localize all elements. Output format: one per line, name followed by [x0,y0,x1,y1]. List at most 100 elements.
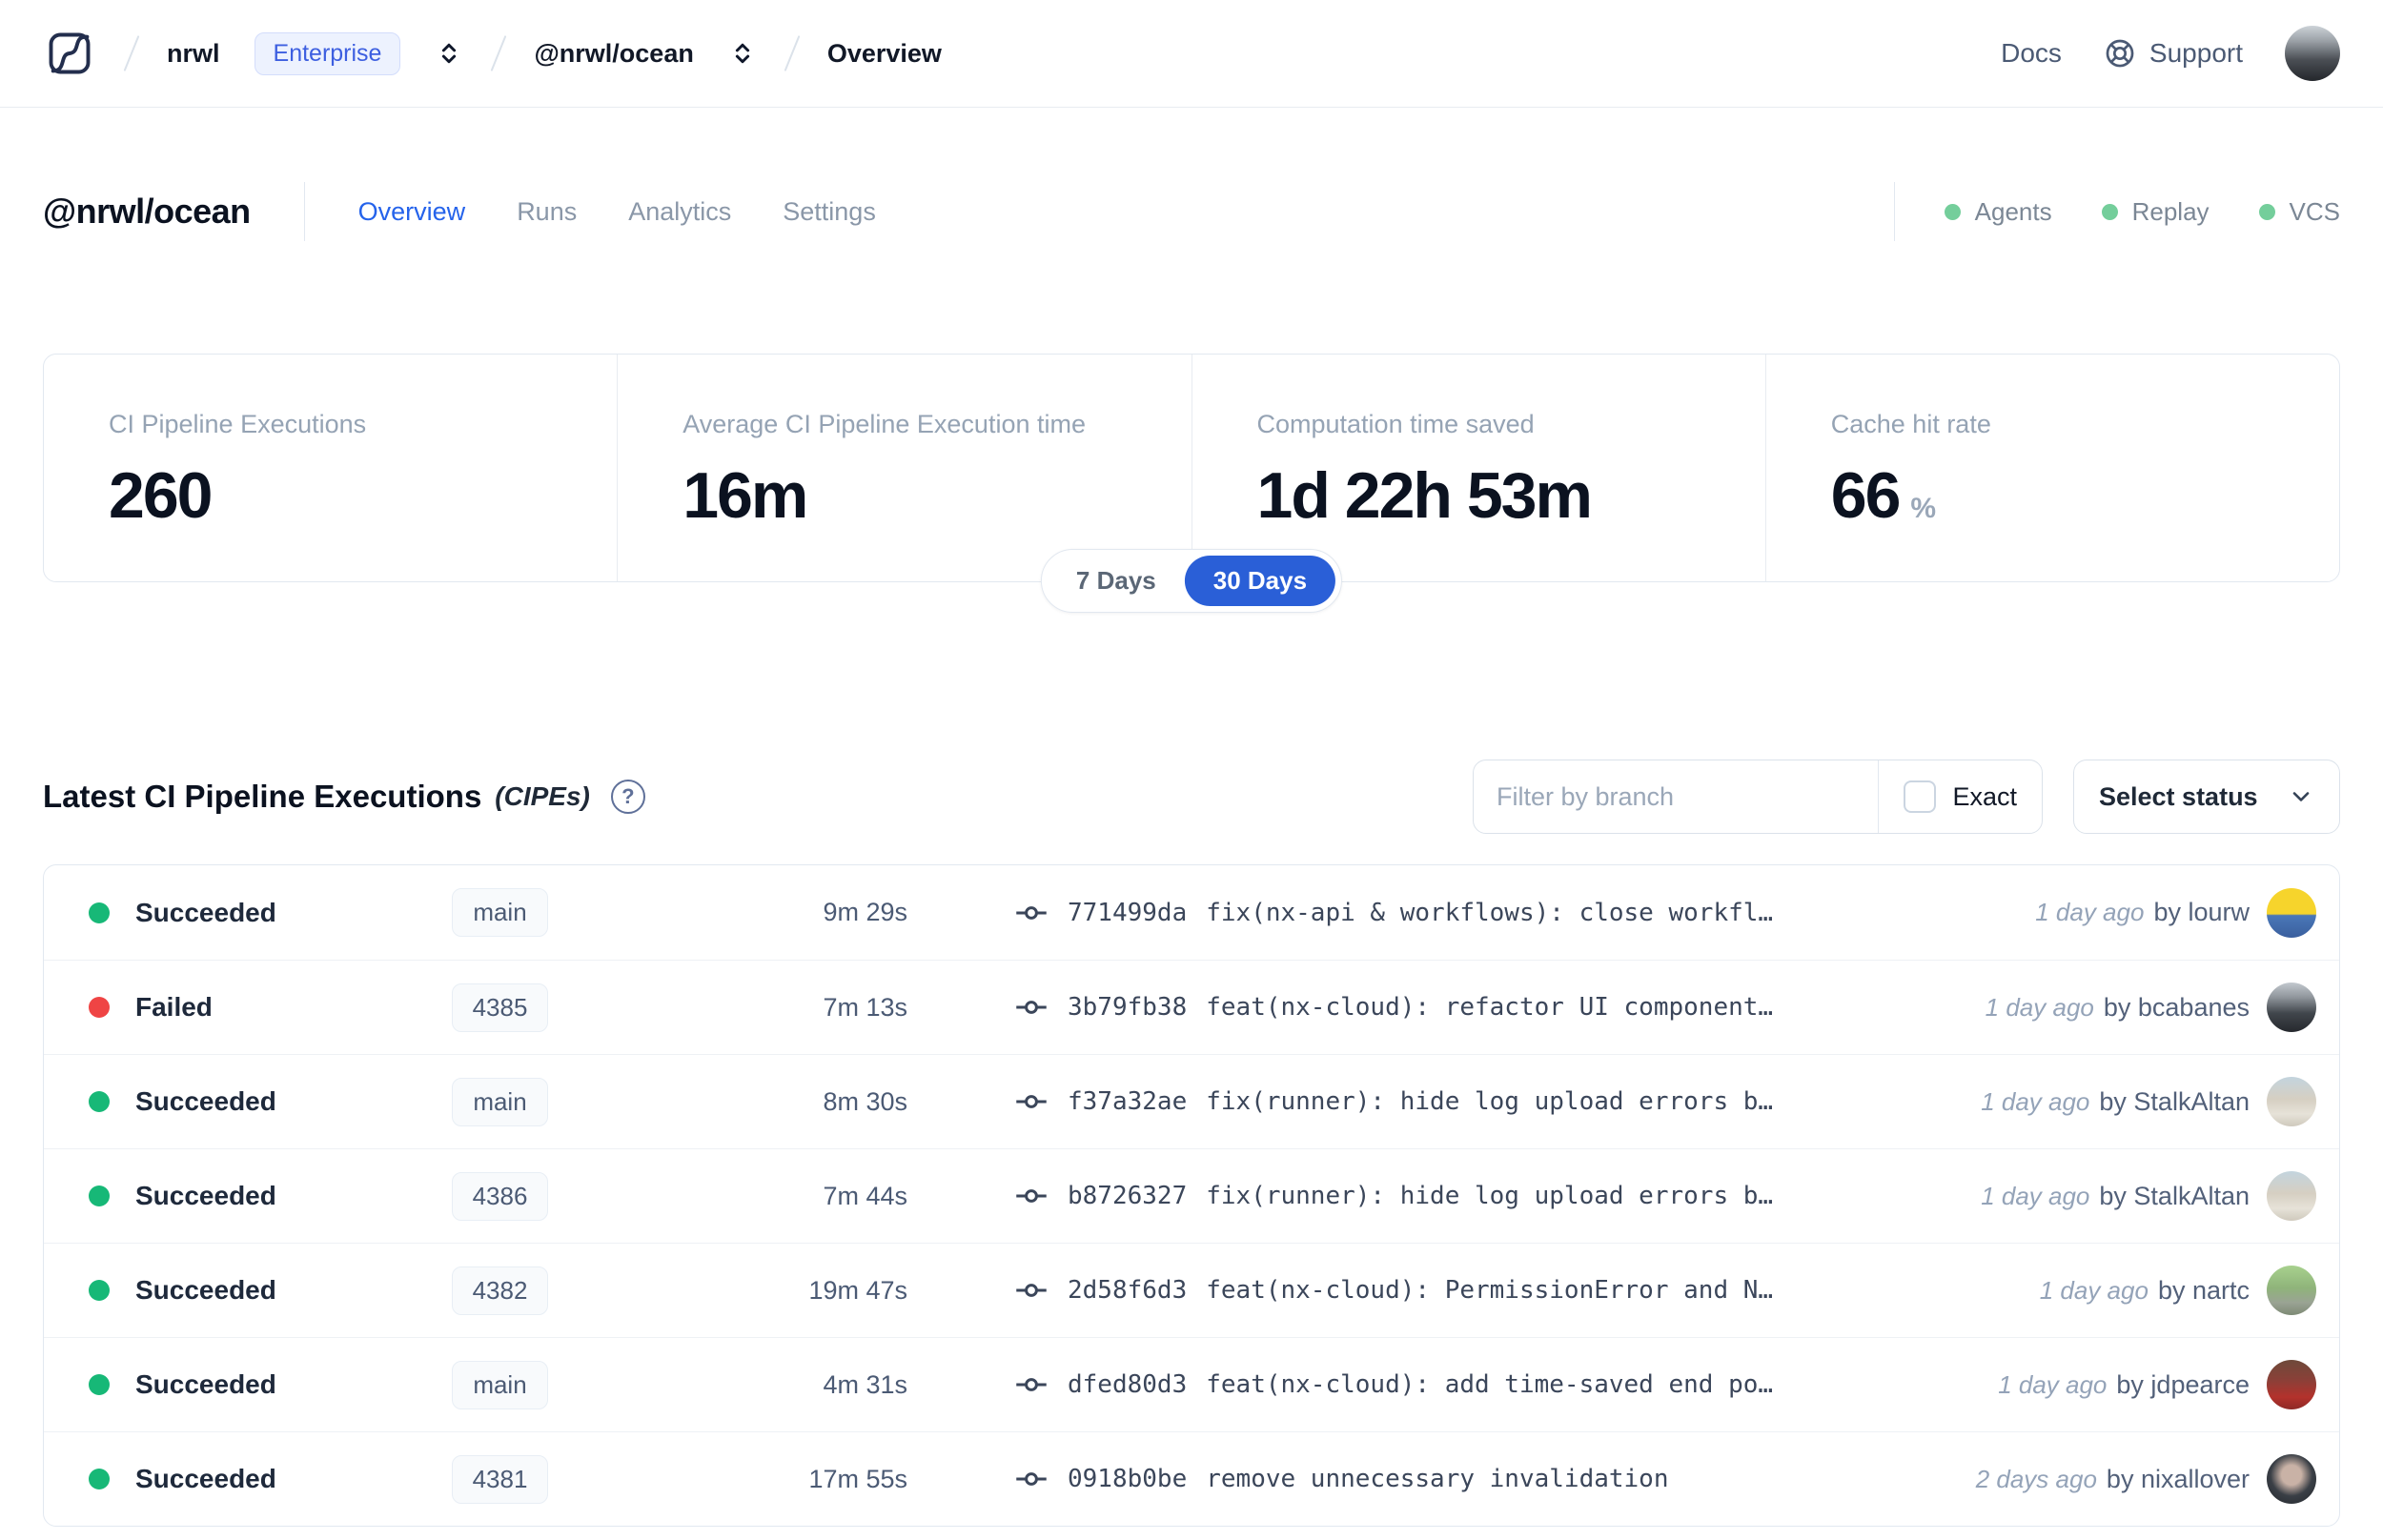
commit-info[interactable]: dfed80d3 feat(nx-cloud): add time-saved … [1014,1368,1979,1402]
commit-info[interactable]: 2d58f6d3 feat(nx-cloud): PermissionError… [1014,1273,2021,1307]
breadcrumb: nrwl Enterprise @nrwl/ocean Overview [43,27,942,80]
branch-badge[interactable]: 4381 [451,1454,549,1504]
stat-value: 260 [109,459,213,532]
branch-filter-group: Exact [1473,760,2043,834]
cipe-section-header: Latest CI Pipeline Executions (CIPEs) ? … [0,760,2383,834]
branch-badge[interactable]: 4386 [451,1171,549,1221]
duration: 19m 47s [808,1275,907,1305]
workspace-tabs: Overview Runs Analytics Settings [358,197,876,227]
git-commit-icon [1016,1284,1047,1297]
time-ago: 1 day ago [1981,1181,2090,1210]
table-row[interactable]: Succeeded main 9m 29s 771499da fix(nx-ap… [44,865,2339,960]
help-icon[interactable]: ? [610,780,645,814]
exact-match-toggle[interactable]: Exact [1879,760,2042,833]
branch-badge[interactable]: 4385 [451,983,549,1032]
divider [1878,760,1880,833]
stat-computation-time-saved: Computation time saved 1d 22h 53m [1191,355,1765,581]
commit-hash: dfed80d3 [1068,1370,1188,1399]
stat-average-execution-time: Average CI Pipeline Execution time 16m [617,355,1191,581]
branch-badge[interactable]: main [452,888,548,937]
breadcrumb-org[interactable]: nrwl [167,38,220,68]
duration: 9m 29s [823,898,907,926]
status-label: Failed [135,992,213,1022]
commit-info[interactable]: b8726327 fix(runner): hide log upload er… [1014,1179,1962,1213]
green-dot-icon [1944,203,1961,220]
status-dot-icon [89,1185,110,1206]
author-avatar[interactable] [2267,1266,2316,1315]
commit-info[interactable]: f37a32ae fix(runner): hide log upload er… [1014,1084,1962,1119]
range-30-days-button[interactable]: 30 Days [1184,556,1336,606]
docs-link[interactable]: Docs [2001,38,2062,68]
commit-message: fix(nx-api & workflows): close workfl… [1206,898,1774,927]
tab-analytics[interactable]: Analytics [628,196,732,226]
tab-runs[interactable]: Runs [517,196,578,226]
stat-value: 16m [682,459,808,532]
green-dot-icon [2258,203,2275,220]
table-row[interactable]: Succeeded main 8m 30s f37a32ae fix(runne… [44,1054,2339,1148]
status-agents[interactable]: Agents [1944,197,2052,227]
status-vcs[interactable]: VCS [2258,197,2340,227]
table-row[interactable]: Failed 4385 7m 13s 3b79fb38 feat(nx-clou… [44,960,2339,1054]
stat-value: 66 [1830,459,1902,532]
range-7-days-button[interactable]: 7 Days [1075,566,1156,595]
nx-cloud-logo-icon[interactable] [43,27,96,80]
author-avatar[interactable] [2267,1454,2316,1504]
stat-cache-hit-rate: Cache hit rate 66 % [1764,355,2339,581]
author: by StalkAltan [2099,1086,2250,1116]
table-row[interactable]: Succeeded main 4m 31s dfed80d3 feat(nx-c… [44,1337,2339,1431]
status-dot-icon [89,997,110,1018]
life-buoy-icon [2106,39,2134,68]
git-commit-icon [1016,1472,1047,1486]
breadcrumb-workspace[interactable]: @nrwl/ocean [534,38,694,68]
table-row[interactable]: Succeeded 4381 17m 55s 0918b0be remove u… [44,1431,2339,1526]
commit-info[interactable]: 3b79fb38 feat(nx-cloud): refactor UI com… [1014,990,1966,1024]
commit-hash: 0918b0be [1068,1465,1188,1493]
commit-hash: 771499da [1068,898,1188,927]
status-replay[interactable]: Replay [2101,197,2210,227]
tab-settings[interactable]: Settings [783,196,876,226]
status-dot-icon [89,902,110,923]
branch-filter-input[interactable] [1474,760,1879,833]
breadcrumb-separator [491,35,507,71]
commit-info[interactable]: 771499da fix(nx-api & workflows): close … [1014,896,2016,930]
status-label: Succeeded [135,1369,276,1399]
tab-overview[interactable]: Overview [357,196,466,226]
branch-badge[interactable]: main [452,1360,548,1409]
author-avatar[interactable] [2267,983,2316,1032]
branch-badge[interactable]: 4382 [451,1266,549,1315]
table-row[interactable]: Succeeded 4382 19m 47s 2d58f6d3 feat(nx-… [44,1243,2339,1337]
author-avatar[interactable] [2267,1171,2316,1221]
author-avatar[interactable] [2267,887,2316,938]
commit-message: feat(nx-cloud): refactor UI component… [1206,993,1774,1022]
select-status-dropdown[interactable]: Select status [2073,760,2340,834]
stat-value: 1d 22h 53m [1256,459,1593,532]
date-range-toggle: 7 Days 30 Days [1040,549,1343,613]
commit-info[interactable]: 0918b0be remove unnecessary invalidation [1014,1462,1957,1496]
author: by StalkAltan [2099,1181,2250,1210]
support-label: Support [2149,38,2243,68]
section-title: Latest CI Pipeline Executions [43,779,482,814]
support-link[interactable]: Support [2104,37,2243,70]
commit-message: fix(runner): hide log upload errors b… [1206,1087,1774,1116]
exact-checkbox[interactable] [1904,780,1937,813]
user-avatar[interactable] [2285,26,2340,81]
status-label: Succeeded [135,1464,276,1493]
status-dot-icon [89,1280,110,1301]
author: by jdpearce [2116,1369,2250,1399]
workspace-header: @nrwl/ocean Overview Runs Analytics Sett… [0,182,2383,241]
author-avatar[interactable] [2267,1077,2316,1126]
status-label: Succeeded [135,897,276,927]
git-commit-icon [1016,1189,1047,1203]
commit-hash: b8726327 [1068,1182,1188,1210]
author-avatar[interactable] [2267,1360,2316,1409]
chevron-down-icon [2292,792,2310,801]
commit-hash: f37a32ae [1068,1087,1188,1116]
git-commit-icon [1016,1001,1047,1014]
branch-badge[interactable]: main [452,1077,548,1126]
org-switcher-chevron-icon[interactable] [435,39,463,68]
workspace-switcher-chevron-icon[interactable] [728,39,757,68]
duration: 4m 31s [823,1369,907,1399]
commit-hash: 2d58f6d3 [1068,1276,1188,1305]
table-row[interactable]: Succeeded 4386 7m 44s b8726327 fix(runne… [44,1148,2339,1243]
green-dot-icon [2101,203,2118,220]
